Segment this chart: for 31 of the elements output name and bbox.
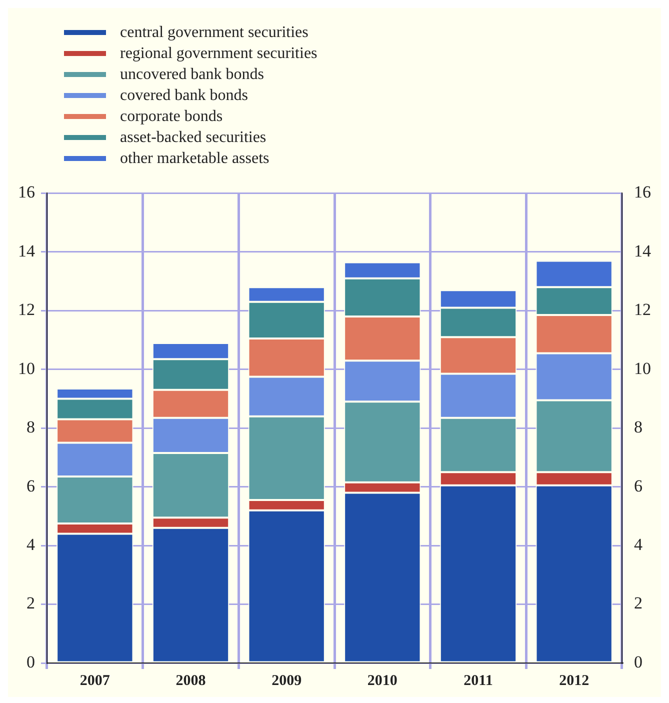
legend-label: uncovered bank bonds	[120, 66, 264, 84]
legend-label: other marketable assets	[120, 150, 270, 168]
y2-tick-label: 16	[634, 182, 651, 202]
x-tick-label: 2010	[367, 672, 398, 689]
legend-label: covered bank bonds	[120, 86, 248, 104]
y-tick-label: 2	[26, 594, 35, 613]
y2-tick-label: 2	[634, 594, 642, 613]
legend-label: regional government securities	[120, 44, 318, 62]
y-tick-label: 4	[26, 535, 36, 554]
x-tick-label: 2008	[176, 672, 206, 689]
y-tick-label: 6	[26, 476, 35, 496]
legend-label: corporate bonds	[120, 108, 223, 126]
y2-tick-label: 14	[634, 241, 652, 260]
y-tick-label: 8	[26, 418, 35, 437]
y-tick-label: 16	[18, 182, 35, 202]
y-tick-label: 12	[18, 300, 35, 320]
y-tick-label: 14	[18, 241, 36, 260]
y2-tick-label: 0	[634, 652, 642, 672]
y2-tick-label: 4	[634, 535, 643, 554]
y2-tick-label: 12	[634, 300, 651, 320]
y-tick-label: 10	[18, 358, 35, 378]
y2-tick-label: 6	[634, 476, 642, 496]
y2-tick-label: 8	[634, 418, 642, 437]
y2-tick-label: 10	[634, 358, 651, 378]
x-tick-label: 2007	[80, 672, 110, 689]
x-tick-label: 2012	[559, 672, 590, 689]
y-tick-label: 0	[26, 652, 35, 672]
legend-label: central government securities	[120, 24, 308, 42]
x-tick-label: 2011	[464, 672, 493, 689]
legend-label: asset-backed securities	[120, 128, 266, 146]
x-tick-label: 2009	[272, 672, 302, 689]
